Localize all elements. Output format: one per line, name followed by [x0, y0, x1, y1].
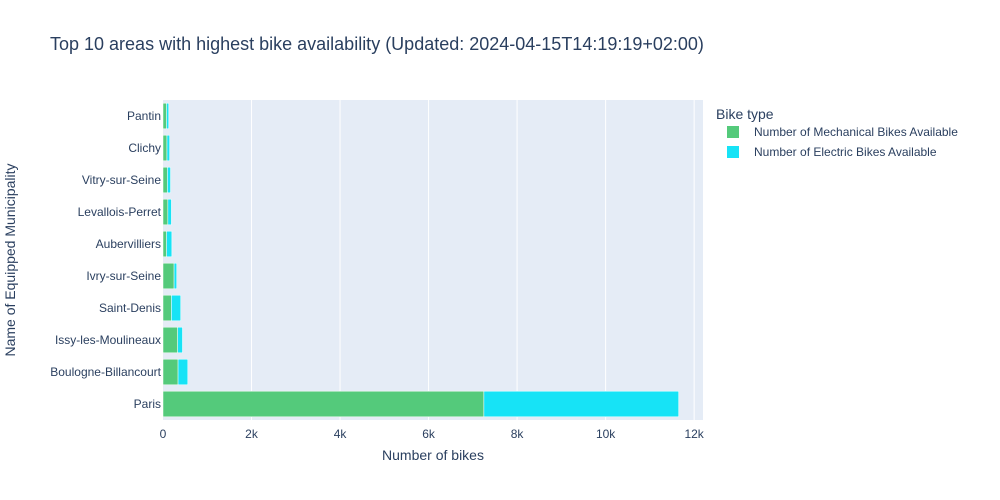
bar: [167, 198, 172, 226]
bar: [483, 390, 679, 418]
bar: [162, 358, 179, 386]
legend-item-label: Number of Electric Bikes Available: [754, 145, 937, 159]
x-axis-title: Number of bikes: [382, 447, 484, 463]
bar: [166, 102, 170, 130]
bar: [177, 358, 189, 386]
y-tick-label: Vitry-sur-Seine: [82, 173, 161, 187]
gridlines: [251, 100, 695, 420]
bar: [167, 166, 171, 194]
x-axis-ticks: 0 2k 4k 6k 8k 10k 12k: [160, 427, 705, 441]
legend-swatch: [727, 126, 739, 138]
y-tick-label: Issy-les-Moulineaux: [55, 333, 161, 347]
bar: [162, 166, 168, 194]
x-tick-label: 4k: [334, 427, 348, 441]
y-tick-label: Clichy: [128, 141, 161, 155]
legend-swatch: [727, 146, 739, 158]
bars: [162, 102, 679, 418]
x-tick-label: 8k: [511, 427, 525, 441]
y-tick-label: Saint-Denis: [99, 301, 161, 315]
legend-item-label: Number of Mechanical Bikes Available: [754, 125, 958, 139]
bar: [162, 294, 172, 322]
bar: [162, 262, 175, 290]
bar: [177, 326, 183, 354]
bar: [162, 326, 178, 354]
y-axis-ticks: Paris Boulogne-Billancourt Issy-les-Moulin…: [50, 109, 161, 411]
bar: [171, 294, 181, 322]
plot-area: [163, 100, 703, 420]
legend: Bike type Number of Mechanical Bikes Ava…: [716, 106, 958, 159]
bar: [166, 134, 170, 162]
x-tick-label: 0: [160, 427, 167, 441]
y-tick-label: Levallois-Perret: [78, 205, 162, 219]
x-tick-label: 10k: [596, 427, 616, 441]
x-tick-label: 2k: [245, 427, 259, 441]
x-tick-label: 6k: [422, 427, 436, 441]
bar: [162, 390, 485, 418]
bar: [162, 134, 168, 162]
bar: [162, 102, 167, 130]
y-tick-label: Pantin: [127, 109, 161, 123]
chart-title: Top 10 areas with highest bike availabil…: [50, 34, 704, 54]
y-tick-label: Ivry-sur-Seine: [86, 269, 161, 283]
bar: [166, 230, 173, 258]
y-tick-label: Boulogne-Billancourt: [50, 365, 161, 379]
bar: [162, 198, 169, 226]
y-tick-label: Aubervilliers: [96, 237, 161, 251]
legend-title: Bike type: [716, 106, 774, 122]
y-axis-title: Name of Equipped Municipality: [2, 164, 18, 357]
bar: [162, 230, 167, 258]
bar: [173, 262, 177, 290]
x-tick-label: 12k: [684, 427, 704, 441]
y-tick-label: Paris: [134, 397, 161, 411]
